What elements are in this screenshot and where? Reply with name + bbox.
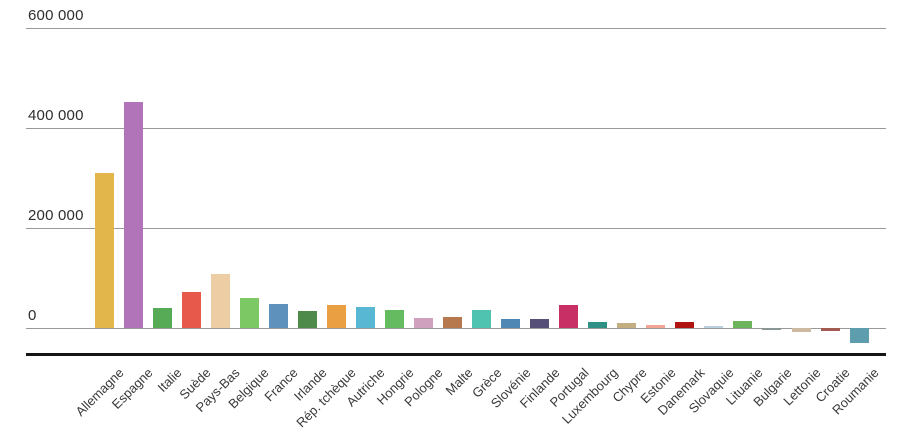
bar-portugal xyxy=(559,305,579,328)
bar-italie xyxy=(152,307,172,328)
bar-france xyxy=(268,303,288,328)
bar-belgique xyxy=(239,298,259,328)
bar-slovenie xyxy=(501,319,521,328)
bar-hongrie xyxy=(384,310,404,328)
bar-lettonie xyxy=(791,328,811,332)
gridline-200-000 xyxy=(26,228,886,229)
y-tick-label-400-000: 400 000 xyxy=(28,107,84,124)
bar-lituanie xyxy=(733,321,753,328)
bar-slovaquie xyxy=(704,325,724,328)
gridline-0 xyxy=(26,328,886,329)
gridline-400-000 xyxy=(26,128,886,129)
bar-bulgarie xyxy=(762,328,782,330)
bar-chypre xyxy=(617,323,637,328)
bar-luxembourg xyxy=(588,321,608,328)
bar-malte xyxy=(443,316,462,328)
bar-pologne xyxy=(413,317,433,328)
bar-allemagne xyxy=(94,173,114,328)
bar-grece xyxy=(472,309,491,328)
bar-croatie xyxy=(820,328,840,331)
y-tick-label-0: 0 xyxy=(28,307,37,324)
bar-roumanie xyxy=(849,328,869,343)
bar-irlande xyxy=(297,310,317,328)
bar-suede xyxy=(181,291,201,328)
y-tick-label-200-000: 200 000 xyxy=(28,207,84,224)
bar-espagne xyxy=(123,101,143,328)
bar-danemark xyxy=(675,322,695,328)
bar-rep-tcheque xyxy=(326,304,346,328)
bar-estonie xyxy=(646,324,666,328)
bar-autriche xyxy=(355,306,375,328)
bar-pays-bas xyxy=(210,274,230,328)
axis-baseline-rule xyxy=(26,353,886,356)
bar-finlande xyxy=(530,318,550,328)
y-tick-label-600-000: 600 000 xyxy=(28,7,84,24)
gridline-600-000 xyxy=(26,28,886,29)
